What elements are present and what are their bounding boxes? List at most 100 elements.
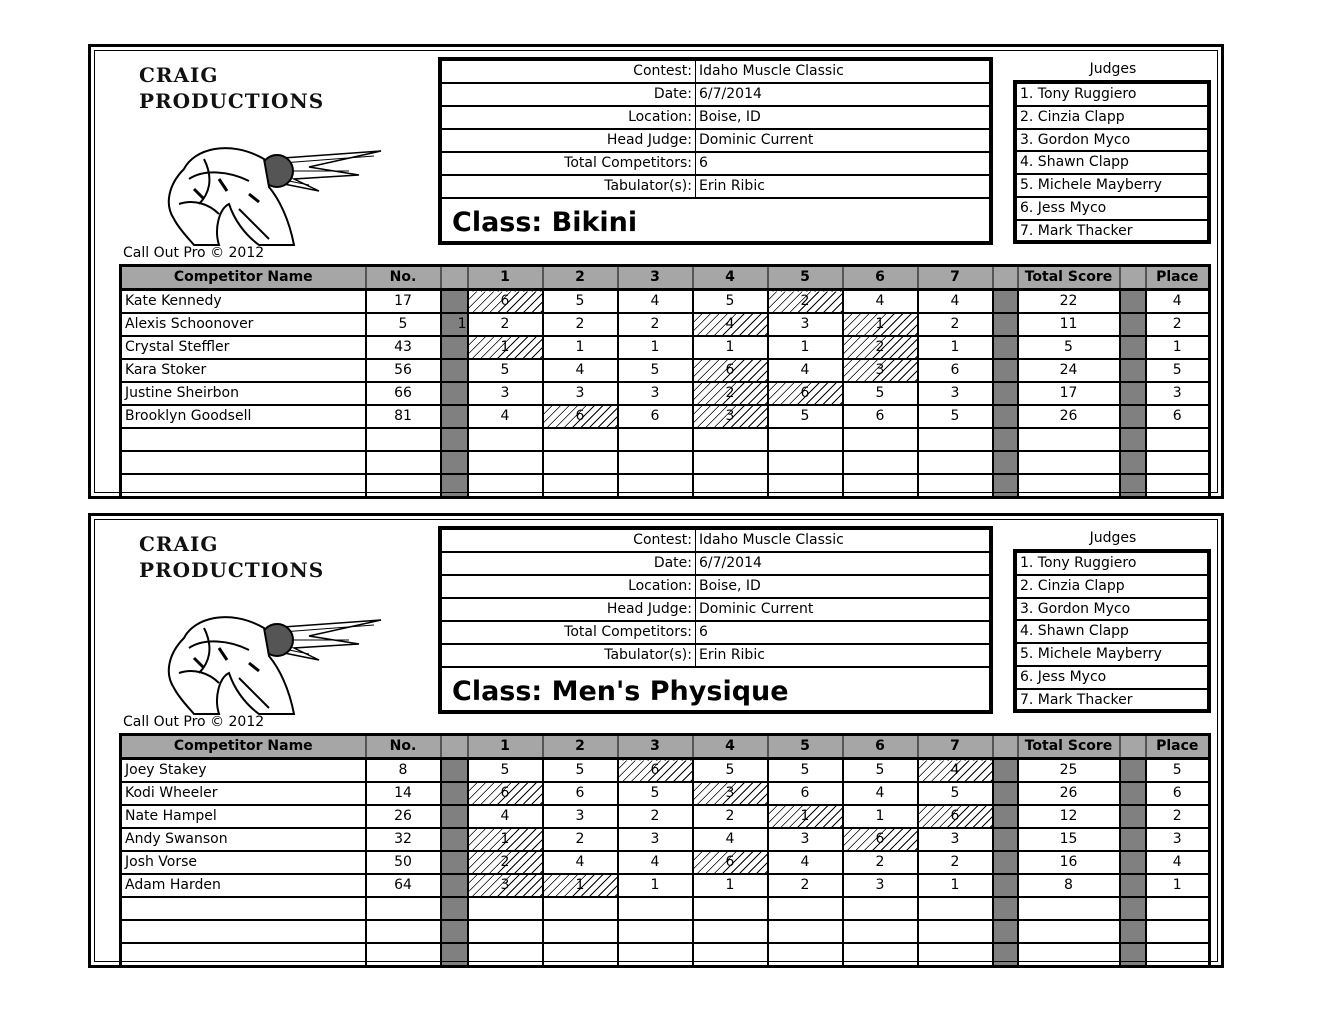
empty-cell[interactable]	[1016, 896, 1121, 921]
judge-score[interactable]: 6	[616, 757, 694, 783]
empty-cell[interactable]	[364, 427, 442, 452]
judge-score[interactable]: 6	[541, 781, 619, 806]
competitor-number[interactable]: 26	[364, 804, 442, 829]
judge-score[interactable]: 3	[466, 381, 544, 406]
empty-cell[interactable]	[466, 473, 544, 499]
empty-cell[interactable]	[1144, 450, 1211, 475]
judge-score[interactable]: 5	[841, 381, 919, 406]
judge-score[interactable]: 5	[916, 781, 994, 806]
competitor-number[interactable]: 81	[364, 404, 442, 429]
judge-score[interactable]: 1	[916, 873, 994, 898]
judge-score[interactable]: 2	[916, 850, 994, 875]
empty-cell[interactable]	[1144, 473, 1211, 499]
judge-score[interactable]: 2	[766, 288, 844, 314]
judge-score[interactable]: 1	[541, 335, 619, 360]
judge-score[interactable]: 5	[691, 288, 769, 314]
empty-cell[interactable]	[766, 427, 844, 452]
judge-score[interactable]: 3	[766, 827, 844, 852]
empty-cell[interactable]	[766, 919, 844, 944]
judge-score[interactable]: 4	[616, 850, 694, 875]
empty-cell[interactable]	[1144, 896, 1211, 921]
empty-cell[interactable]	[364, 473, 442, 499]
judge-score[interactable]: 4	[691, 827, 769, 852]
judge-score[interactable]: 5	[541, 288, 619, 314]
empty-cell[interactable]	[466, 942, 544, 968]
empty-cell[interactable]	[916, 896, 994, 921]
judge-score[interactable]: 6	[766, 781, 844, 806]
judge-score[interactable]: 2	[916, 312, 994, 337]
judge-score[interactable]: 1	[466, 335, 544, 360]
judge-score[interactable]: 5	[841, 757, 919, 783]
empty-cell[interactable]	[364, 942, 442, 968]
judge-score[interactable]: 5	[766, 757, 844, 783]
empty-cell[interactable]	[691, 450, 769, 475]
judge-score[interactable]: 4	[466, 404, 544, 429]
empty-cell[interactable]	[541, 473, 619, 499]
empty-cell[interactable]	[916, 919, 994, 944]
judge-score[interactable]: 4	[466, 804, 544, 829]
empty-cell[interactable]	[541, 450, 619, 475]
empty-cell[interactable]	[841, 919, 919, 944]
competitor-name[interactable]: Kodi Wheeler	[119, 781, 367, 806]
empty-cell[interactable]	[766, 473, 844, 499]
empty-cell[interactable]	[1016, 942, 1121, 968]
judge-score[interactable]: 5	[466, 358, 544, 383]
judge-score[interactable]: 1	[616, 873, 694, 898]
empty-cell[interactable]	[119, 942, 367, 968]
judge-score[interactable]: 1	[691, 335, 769, 360]
judge-score[interactable]: 4	[541, 850, 619, 875]
judge-score[interactable]: 3	[616, 381, 694, 406]
judge-score[interactable]: 4	[766, 850, 844, 875]
judge-score[interactable]: 4	[541, 358, 619, 383]
empty-cell[interactable]	[841, 427, 919, 452]
judge-score[interactable]: 1	[766, 804, 844, 829]
judge-score[interactable]: 2	[466, 312, 544, 337]
competitor-name[interactable]: Andy Swanson	[119, 827, 367, 852]
judge-score[interactable]: 6	[466, 781, 544, 806]
competitor-name[interactable]: Josh Vorse	[119, 850, 367, 875]
empty-cell[interactable]	[691, 919, 769, 944]
judge-score[interactable]: 5	[616, 358, 694, 383]
judge-score[interactable]: 6	[916, 358, 994, 383]
empty-cell[interactable]	[616, 473, 694, 499]
empty-cell[interactable]	[616, 919, 694, 944]
judge-score[interactable]: 3	[616, 827, 694, 852]
judge-score[interactable]: 4	[841, 288, 919, 314]
empty-cell[interactable]	[541, 942, 619, 968]
judge-score[interactable]: 2	[466, 850, 544, 875]
judge-score[interactable]: 6	[466, 288, 544, 314]
judge-score[interactable]: 2	[841, 850, 919, 875]
judge-score[interactable]: 2	[691, 804, 769, 829]
judge-score[interactable]: 5	[466, 757, 544, 783]
empty-cell[interactable]	[766, 896, 844, 921]
empty-cell[interactable]	[1016, 473, 1121, 499]
empty-cell[interactable]	[1016, 427, 1121, 452]
empty-cell[interactable]	[691, 473, 769, 499]
empty-cell[interactable]	[119, 896, 367, 921]
judge-score[interactable]: 1	[841, 804, 919, 829]
competitor-name[interactable]: Joey Stakey	[119, 757, 367, 783]
judge-score[interactable]: 3	[541, 804, 619, 829]
empty-cell[interactable]	[616, 427, 694, 452]
competitor-number[interactable]: 8	[364, 757, 442, 783]
empty-cell[interactable]	[119, 473, 367, 499]
competitor-name[interactable]: Kara Stoker	[119, 358, 367, 383]
empty-cell[interactable]	[691, 896, 769, 921]
empty-cell[interactable]	[119, 427, 367, 452]
competitor-number[interactable]: 43	[364, 335, 442, 360]
judge-score[interactable]: 2	[541, 312, 619, 337]
judge-score[interactable]: 6	[841, 827, 919, 852]
competitor-name[interactable]: Kate Kennedy	[119, 288, 367, 314]
competitor-name[interactable]: Adam Harden	[119, 873, 367, 898]
judge-score[interactable]: 2	[616, 804, 694, 829]
judge-score[interactable]: 3	[766, 312, 844, 337]
empty-cell[interactable]	[916, 942, 994, 968]
empty-cell[interactable]	[1144, 942, 1211, 968]
empty-cell[interactable]	[841, 473, 919, 499]
judge-score[interactable]: 3	[691, 404, 769, 429]
competitor-name[interactable]: Alexis Schoonover	[119, 312, 367, 337]
judge-score[interactable]: 6	[616, 404, 694, 429]
empty-cell[interactable]	[766, 450, 844, 475]
empty-cell[interactable]	[466, 450, 544, 475]
judge-score[interactable]: 3	[841, 358, 919, 383]
